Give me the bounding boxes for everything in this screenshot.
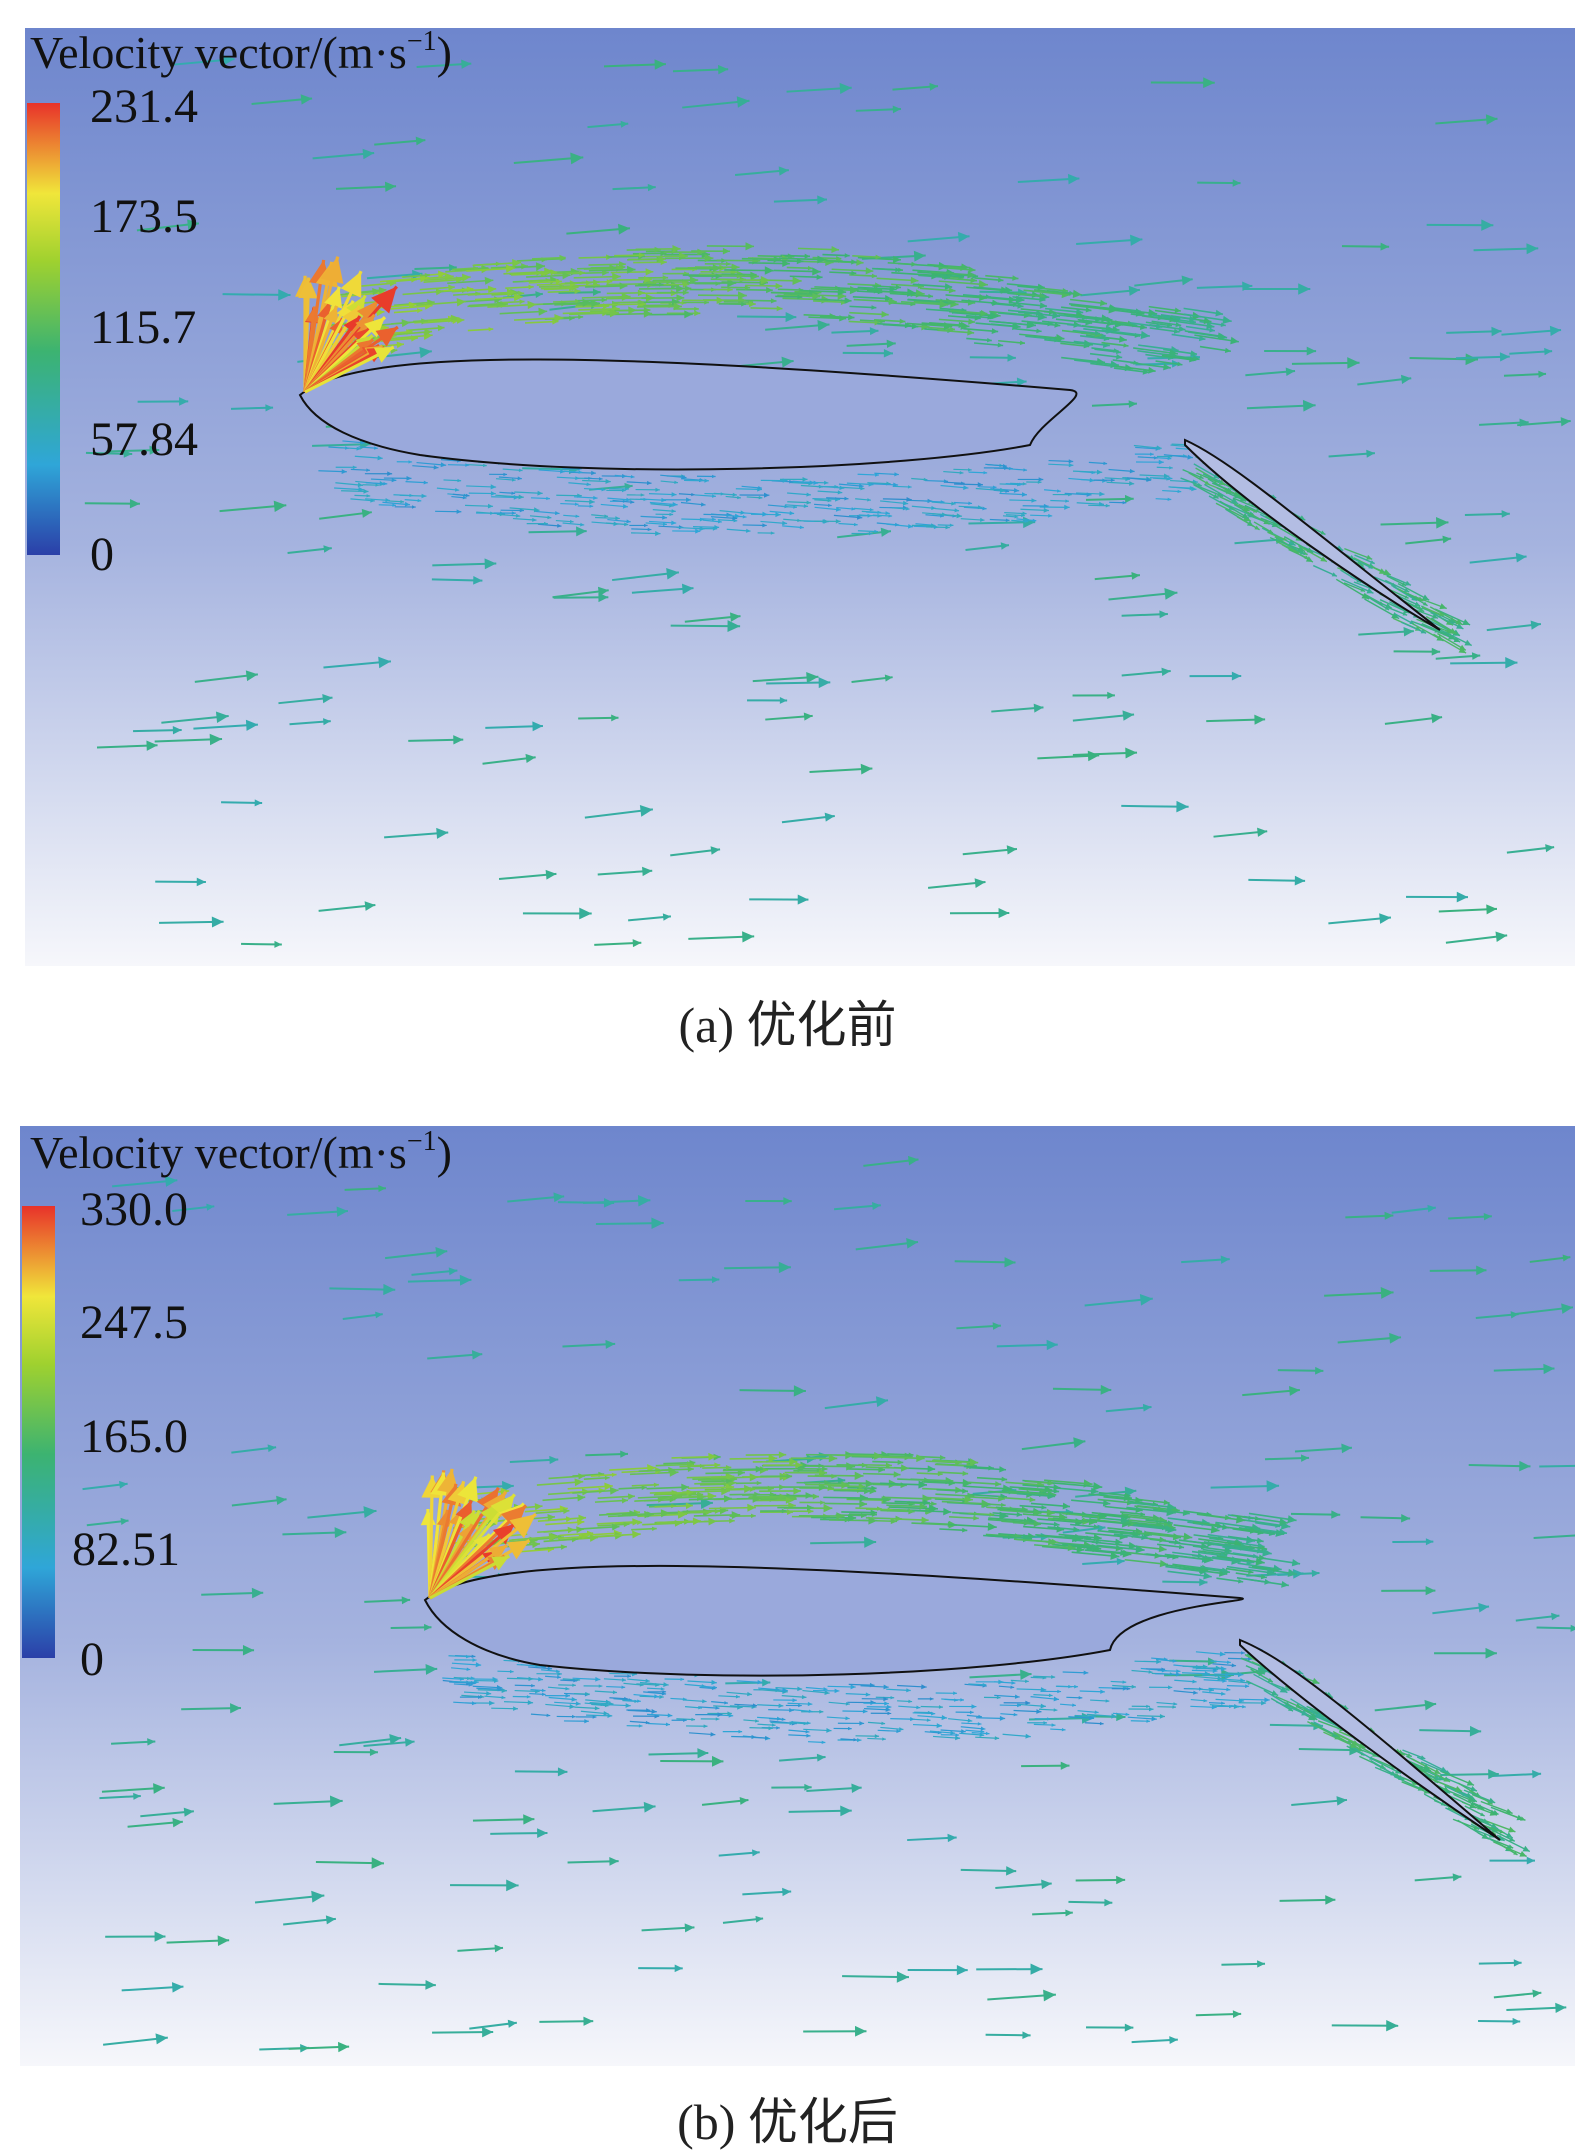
colorbar-tick-min: 0 [90, 528, 114, 581]
colorbar-tick-max: 231.4 [90, 80, 198, 133]
panel-after-optimization: Velocity vector/(m·s−1) 330.0 247.5 165.… [0, 1120, 1575, 2110]
plot-background [25, 28, 1575, 966]
colorbar-tick-3: 173.5 [90, 190, 198, 243]
caption-a: (a) 优化前 [0, 985, 1575, 1057]
colorbar-title: Velocity vector/(m·s−1) [30, 26, 452, 78]
colorbar-tick-2: 165.0 [80, 1410, 188, 1463]
colorbar-tick-1: 57.84 [90, 413, 198, 466]
colorbar [22, 1206, 55, 1658]
colorbar [27, 103, 60, 555]
colorbar-tick-min: 0 [80, 1633, 104, 1686]
panel-before-optimization: Velocity vector/(m·s−1) 231.4 173.5 115.… [0, 0, 1575, 1000]
colorbar-tick-3: 247.5 [80, 1296, 188, 1349]
colorbar-tick-2: 115.7 [90, 301, 196, 354]
colorbar-title: Velocity vector/(m·s−1) [30, 1126, 452, 1178]
colorbar-tick-max: 330.0 [80, 1183, 188, 1236]
caption-b: (b) 优化后 [0, 2082, 1575, 2154]
velocity-vector-plot-before: Velocity vector/(m·s−1) 231.4 173.5 115.… [0, 0, 1575, 980]
velocity-arrow [1539, 1466, 1575, 1467]
velocity-arrow [1537, 1627, 1575, 1628]
colorbar-tick-1: 82.51 [72, 1523, 180, 1576]
velocity-vector-plot-after: Velocity vector/(m·s−1) 330.0 247.5 165.… [0, 1120, 1575, 2080]
